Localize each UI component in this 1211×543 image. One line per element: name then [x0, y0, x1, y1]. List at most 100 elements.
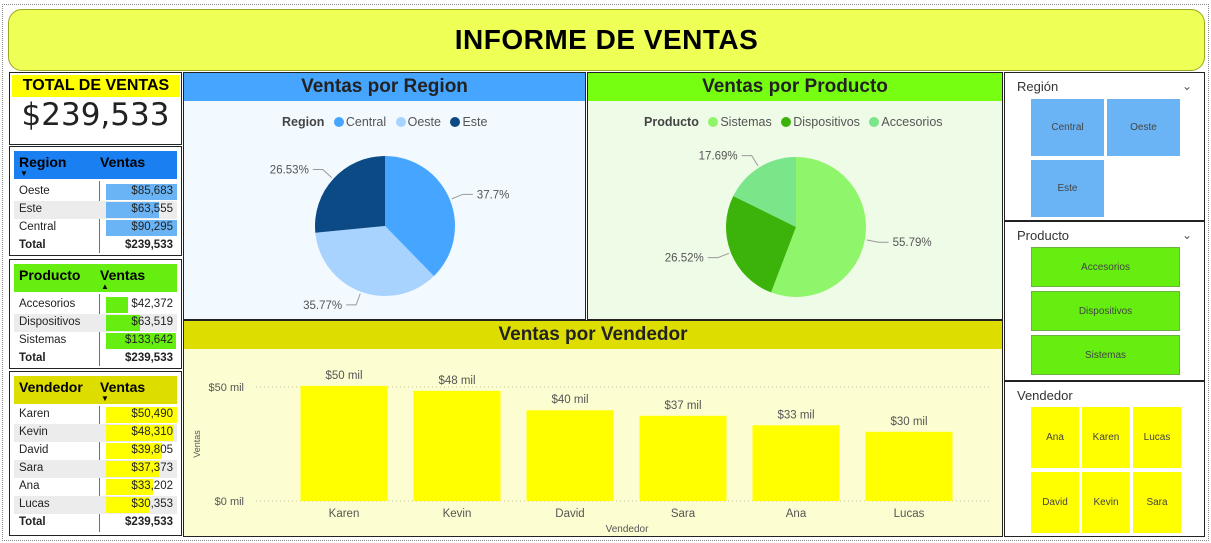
slicer-tile-sistemas[interactable]: Sistemas: [1031, 335, 1180, 375]
bar-david[interactable]: [527, 410, 614, 501]
table-row[interactable]: Central $90,295: [14, 219, 177, 237]
table-row[interactable]: Este $63,555: [14, 201, 177, 219]
total-label: Total: [19, 239, 46, 251]
table-row[interactable]: Sistemas $133,642: [14, 332, 177, 350]
total-sales-label: TOTAL DE VENTAS: [12, 75, 180, 97]
row-value: $37,373: [131, 462, 173, 474]
row-label: Oeste: [19, 185, 50, 197]
table-total-row: Total $239,533: [14, 514, 177, 532]
row-label: David: [19, 444, 48, 456]
product-table-header: Producto Ventas ▲: [14, 264, 177, 292]
ventas-column-header[interactable]: Ventas: [100, 267, 145, 283]
slicer-title: Producto: [1017, 228, 1069, 243]
table-row[interactable]: David $39,805: [14, 442, 177, 460]
table-row[interactable]: Kevin $48,310: [14, 424, 177, 442]
row-label: Este: [19, 203, 42, 215]
table-row[interactable]: Accesorios $42,372: [14, 296, 177, 314]
row-value: $133,642: [125, 334, 173, 346]
x-axis-label: Vendedor: [606, 524, 649, 535]
total-label: Total: [19, 516, 46, 528]
table-row[interactable]: Oeste $85,683: [14, 183, 177, 201]
ventas-column-header[interactable]: Ventas: [100, 154, 145, 170]
seller-bar-chart[interactable]: $0 mil $50 mil Ventas $50 mil Karen $48 mil Ke…: [184, 321, 1002, 536]
bar-karen[interactable]: [301, 386, 388, 501]
seller-bar-panel[interactable]: Ventas por Vendedor $0 mil $50 mil Ventas $…: [183, 320, 1003, 537]
row-value: $90,295: [131, 221, 173, 233]
table-row[interactable]: Karen $50,490: [14, 406, 177, 424]
slicer-tile-central[interactable]: Central: [1031, 99, 1104, 156]
bar-lucas[interactable]: [866, 432, 953, 501]
slicer-tile-ana[interactable]: Ana: [1031, 407, 1079, 468]
leader-line: [346, 294, 360, 305]
slicer-tile-accesorios[interactable]: Accesorios: [1031, 247, 1180, 287]
bar-data-label: $30 mil: [890, 416, 927, 428]
x-tick-label: Sara: [671, 508, 696, 520]
pie-data-label: 55.79%: [893, 237, 932, 249]
vendedor-column-header[interactable]: Vendedor: [19, 379, 83, 395]
row-value: $48,310: [131, 426, 173, 438]
chevron-down-icon[interactable]: ⌄: [1182, 79, 1192, 93]
table-total-row: Total $239,533: [14, 237, 177, 255]
table-row[interactable]: Lucas $30,353: [14, 496, 177, 514]
row-value: $85,683: [131, 185, 173, 197]
leader-line: [452, 194, 473, 199]
x-tick-label: David: [555, 508, 584, 520]
product-pie-chart[interactable]: 55.79% 26.52% 17.69%: [588, 73, 1002, 319]
region-column-header[interactable]: Region: [19, 154, 66, 170]
table-row[interactable]: Sara $37,373: [14, 460, 177, 478]
total-value: $239,533: [125, 352, 173, 364]
region-pie-chart[interactable]: 37.7% 35.77% 26.53%: [184, 73, 585, 319]
pie-slice-este[interactable]: [315, 156, 385, 233]
table-row[interactable]: Ana $33,202: [14, 478, 177, 496]
pie-data-label: 37.7%: [477, 189, 510, 201]
table-total-row: Total $239,533: [14, 350, 177, 368]
leader-line: [867, 240, 889, 242]
x-tick-label: Kevin: [443, 508, 472, 520]
data-bar: [106, 297, 128, 313]
ventas-column-header[interactable]: Ventas: [100, 379, 145, 395]
chevron-down-icon[interactable]: ⌄: [1182, 228, 1192, 242]
bar-kevin[interactable]: [414, 391, 501, 501]
pie-data-label: 17.69%: [699, 151, 738, 163]
slicer-tile-sara[interactable]: Sara: [1133, 472, 1181, 533]
table-row[interactable]: Dispositivos $63,519: [14, 314, 177, 332]
row-value: $50,490: [131, 408, 173, 420]
caret-down-icon[interactable]: ▼: [20, 169, 28, 178]
region-slicer[interactable]: Región ⌄ Central Oeste Este: [1004, 72, 1205, 221]
report-title: INFORME DE VENTAS: [455, 24, 759, 56]
bar-ana[interactable]: [753, 425, 840, 501]
bar-sara[interactable]: [640, 416, 727, 501]
x-tick-label: Ana: [786, 508, 807, 520]
pie-data-label: 26.52%: [665, 253, 704, 265]
slicer-tile-oeste[interactable]: Oeste: [1107, 99, 1180, 156]
slicer-tile-lucas[interactable]: Lucas: [1133, 407, 1181, 468]
row-label: Ana: [19, 480, 39, 492]
seller-table[interactable]: Vendedor Ventas ▼ Karen $50,490 Kevin $4…: [9, 371, 182, 536]
slicer-tile-karen[interactable]: Karen: [1082, 407, 1130, 468]
slicer-tile-dispositivos[interactable]: Dispositivos: [1031, 291, 1180, 331]
leader-line: [742, 156, 758, 166]
leader-line: [708, 253, 729, 257]
row-value: $39,805: [131, 444, 173, 456]
row-label: Dispositivos: [19, 316, 80, 328]
total-value: $239,533: [125, 239, 173, 251]
slicer-tile-david[interactable]: David: [1031, 472, 1079, 533]
product-slicer[interactable]: Producto ⌄ Accesorios Dispositivos Siste…: [1004, 221, 1205, 381]
region-table[interactable]: Region ▼ Ventas Oeste $85,683 Este $63,5…: [9, 146, 182, 256]
seller-slicer[interactable]: Vendedor Ana Karen Lucas David Kevin Sar…: [1004, 381, 1205, 537]
product-table[interactable]: Producto Ventas ▲ Accesorios $42,372 Dis…: [9, 259, 182, 369]
row-label: Sistemas: [19, 334, 66, 346]
slicer-tile-kevin[interactable]: Kevin: [1082, 472, 1130, 533]
leader-line: [313, 170, 332, 178]
product-pie-panel[interactable]: Ventas por Producto Producto Sistemas Di…: [587, 72, 1003, 320]
row-label: Central: [19, 221, 56, 233]
caret-up-icon[interactable]: ▲: [101, 282, 109, 291]
producto-column-header[interactable]: Producto: [19, 267, 80, 283]
total-sales-card[interactable]: TOTAL DE VENTAS $239,533: [9, 72, 182, 145]
slicer-tile-este[interactable]: Este: [1031, 160, 1104, 217]
region-pie-panel[interactable]: Ventas por Region Region Central Oeste E…: [183, 72, 586, 320]
caret-down-icon[interactable]: ▼: [101, 394, 109, 403]
x-tick-label: Lucas: [894, 508, 925, 520]
report-title-banner: INFORME DE VENTAS: [8, 9, 1205, 71]
bar-data-label: $50 mil: [325, 370, 362, 382]
